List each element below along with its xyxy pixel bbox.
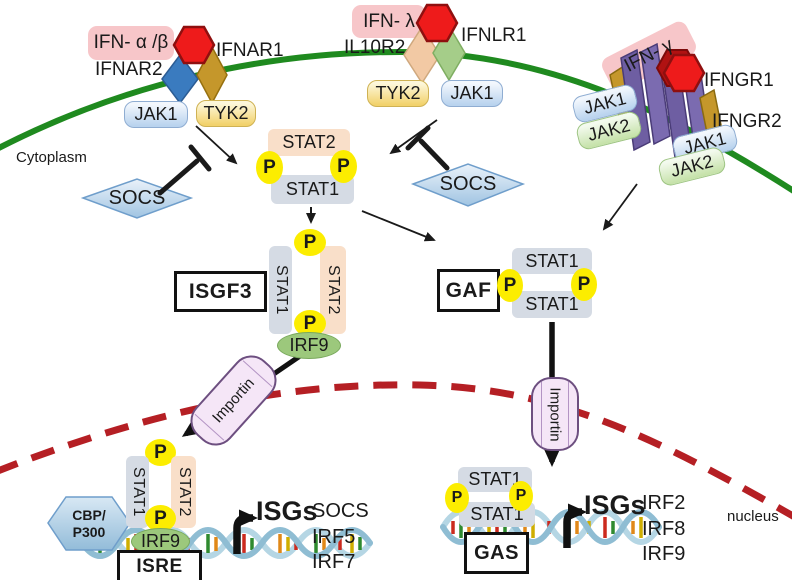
ifngr-purple-slab-2 (640, 42, 671, 146)
phospho-tag: P (330, 150, 357, 183)
phospho-tag: P (445, 483, 469, 513)
isgs-label-left: ISGs (256, 496, 318, 526)
gaf-stat1-top-box: STAT1 (512, 248, 592, 274)
isre-stat1-box: STAT1 (126, 456, 149, 528)
cbp-p300-hexagon (47, 496, 131, 551)
importin-right-capsule: Importin (531, 377, 579, 451)
gene-item: IRF5 (312, 526, 356, 548)
isgs-label-right: ISGs (584, 490, 646, 520)
transcription-arrow-gas (563, 503, 587, 548)
gene-item: SOCS (312, 500, 369, 522)
ifn-lambda-ligand-pill (352, 5, 426, 38)
gene-item: IRF7 (312, 551, 356, 573)
arrow-lambda-to-stat (389, 119, 438, 155)
socs-left-label: SOCS (108, 186, 166, 209)
ifn-ab-ligand-label: IFN- α /β (93, 32, 169, 53)
nuclear-envelope-line (0, 381, 792, 520)
arrow-ab-to-stat (195, 125, 238, 165)
phospho-tag: P (256, 151, 283, 184)
tyk2-pill-lambda: TYK2 (367, 80, 429, 107)
jak1-pill-ab: JAK1 (124, 101, 188, 128)
ifn-lambda-ligand-label: IFN- λ (363, 10, 415, 32)
gene-item: IRF9 (642, 543, 686, 565)
isgf3-name-box: ISGF3 (174, 271, 267, 312)
transcription-arrow-isre (233, 509, 258, 554)
phospho-tag: P (509, 481, 533, 511)
ifn-gamma-ligand-hexagon-icon (662, 53, 706, 93)
gaf-name-box: GAF (437, 269, 500, 312)
ifnlr1-label: IFNLR1 (461, 25, 527, 46)
phospho-tag: P (571, 268, 597, 301)
phospho-tag: P (294, 229, 326, 256)
ifngr1-label: IFNGR1 (704, 70, 774, 91)
socs-right-inhibition-tbar (405, 125, 450, 171)
ifn-lambda-ligand-hexagon-icon (415, 3, 459, 43)
gas-stat1-bottom-box: STAT1 (459, 502, 535, 527)
gene-item: IRF8 (642, 518, 686, 540)
ifn-ab-ligand-pill (88, 26, 174, 60)
ifnar1-label: IFNAR1 (216, 40, 284, 61)
gene-item: IRF2 (642, 492, 686, 514)
cbp-p300-label: CBP/P300 (72, 506, 106, 540)
jak1-pill-lambda: JAK1 (441, 80, 503, 107)
gas-element-box: GAS (464, 532, 529, 574)
nucleus-label: nucleus (727, 508, 779, 525)
il10r2-label: IL10R2 (344, 37, 406, 58)
arrow-stat-to-gaf (361, 210, 436, 242)
isre-element-box: ISRE (117, 550, 202, 580)
tyk2-pill-ab: TYK2 (196, 100, 256, 127)
isgf3-stat1-box: STAT1 (269, 246, 292, 334)
arrow-gamma-to-gaf (602, 183, 638, 231)
stat2-dimer-box: STAT2 (268, 129, 350, 156)
ifnar2-label: IFNAR2 (95, 59, 163, 80)
cytoplasm-label: Cytoplasm (16, 149, 87, 166)
socs-left-inhibition-tbar (157, 144, 212, 196)
phospho-tag: P (145, 439, 176, 466)
socs-right-label: SOCS (439, 172, 497, 195)
phospho-tag: P (497, 269, 523, 302)
dna-helix-right-icon (440, 509, 662, 545)
phospho-tag: P (145, 505, 176, 532)
ifn-ab-ligand-hexagon-icon (172, 25, 216, 65)
isgf3-irf9-ellipse: IRF9 (277, 332, 341, 359)
socs-right-diamond (410, 163, 526, 207)
